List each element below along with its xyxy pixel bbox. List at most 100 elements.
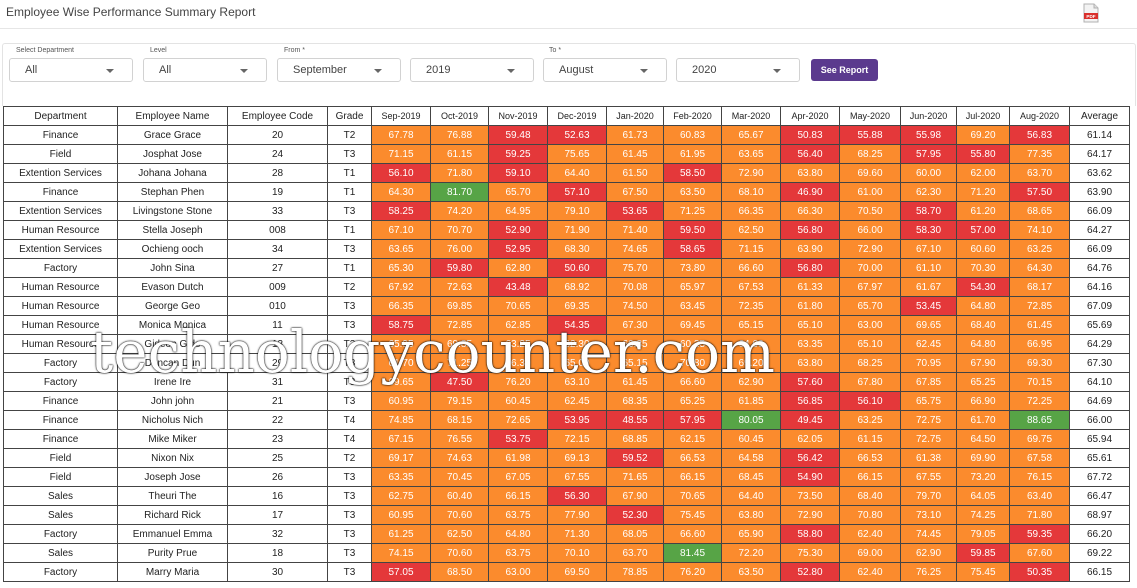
employee-code-cell: 17 [227,505,328,525]
score-cell: 68.65 [1009,201,1070,221]
pdf-export-icon[interactable]: PDF [1083,3,1099,23]
average-cell: 64.69 [1069,391,1130,411]
employee-name-cell: Irene Ire [117,372,228,392]
score-cell: 58.70 [900,201,957,221]
department-cell: Finance [3,429,118,449]
header-month: Mar-2020 [721,106,781,126]
employee-code-cell: 33 [227,201,328,221]
department-select[interactable]: All [9,58,133,82]
score-cell: 61.33 [780,277,840,297]
employee-name-cell: Emmanuel Emma [117,524,228,544]
employee-code-cell: 24 [227,144,328,164]
chevron-down-icon [773,69,781,73]
table-row: Factory Emmanuel Emma 32 T3 61.25 62.50 64.80 7… [3,524,1130,544]
grade-cell: T1 [327,258,372,278]
score-cell: 54.30 [956,277,1010,297]
to-year-select[interactable]: 2020 [676,58,800,82]
score-cell: 69.50 [547,562,607,582]
chevron-down-icon [374,69,382,73]
to-year-value: 2020 [692,64,717,76]
score-cell: 57.00 [956,220,1010,240]
from-month-select[interactable]: September [277,58,401,82]
to-month-select[interactable]: August [543,58,667,82]
average-cell: 66.47 [1069,486,1130,506]
table-header-row: Department Employee Name Employee Code G… [3,106,1130,126]
department-cell: Field [3,144,118,164]
score-cell: 64.50 [956,429,1010,449]
score-cell: 70.15 [1009,372,1070,392]
department-cell: Field [3,448,118,468]
score-cell: 60.25 [663,334,722,354]
employee-name-cell: George Geo [117,296,228,316]
score-cell: 65.25 [663,391,722,411]
score-cell: 69.75 [1009,429,1070,449]
score-cell: 79.15 [430,391,489,411]
score-cell: 58.65 [663,239,722,259]
average-cell: 64.76 [1069,258,1130,278]
employee-name-cell: Johana Johana [117,163,228,183]
score-cell: 72.90 [839,239,901,259]
employee-name-cell: Nixon Nix [117,448,228,468]
employee-name-cell: Stephan Phen [117,182,228,202]
score-cell: 59.48 [488,125,548,145]
score-cell: 70.10 [547,543,607,563]
from-year-select[interactable]: 2019 [410,58,534,82]
score-cell: 73.10 [900,505,957,525]
performance-table: Department Employee Name Employee Code G… [3,106,1130,582]
grade-cell: T3 [327,296,372,316]
score-cell: 60.95 [371,391,431,411]
table-row: Factory Marry Maria 30 T3 57.05 68.50 63.00 69.… [3,562,1130,582]
from-month-value: September [293,64,347,76]
score-cell: 67.55 [547,467,607,487]
score-cell: 65.67 [721,125,781,145]
table-row: Human Resource Gideon Gide 13 T3 65.95 69.85 6… [3,334,1130,354]
score-cell: 50.35 [1009,562,1070,582]
chevron-down-icon [240,69,248,73]
score-cell: 61.70 [371,353,431,373]
score-cell: 62.40 [839,562,901,582]
score-cell: 61.45 [606,372,664,392]
chevron-down-icon [507,69,515,73]
score-cell: 66.60 [721,258,781,278]
filter-panel [2,43,1136,106]
score-cell: 60.83 [663,125,722,145]
see-report-button[interactable]: See Report [811,59,878,81]
score-cell: 56.83 [1009,125,1070,145]
score-cell: 69.60 [839,163,901,183]
score-cell: 65.30 [371,258,431,278]
score-cell: 60.40 [430,486,489,506]
score-cell: 62.50 [721,220,781,240]
header-month: Jun-2020 [900,106,957,126]
score-cell: 56.10 [839,391,901,411]
score-cell: 58.30 [900,220,957,240]
score-cell: 61.38 [900,448,957,468]
score-cell: 67.55 [900,467,957,487]
score-cell: 59.10 [488,163,548,183]
score-cell: 54.35 [547,315,607,335]
score-cell: 65.70 [488,182,548,202]
score-cell: 61.85 [721,391,781,411]
score-cell: 67.10 [371,220,431,240]
score-cell: 52.63 [547,125,607,145]
score-cell: 66.53 [663,448,722,468]
table-row: Field Joseph Jose 26 T3 63.35 70.45 67.05 67.55… [3,467,1130,487]
header-month: Oct-2019 [430,106,489,126]
average-cell: 63.62 [1069,163,1130,183]
score-cell: 72.15 [547,429,607,449]
score-cell: 63.35 [780,334,840,354]
from-year-value: 2019 [426,64,451,76]
level-select[interactable]: All [143,58,267,82]
score-cell: 67.97 [839,277,901,297]
score-cell: 64.80 [956,334,1010,354]
department-cell: Factory [3,524,118,544]
score-cell: 67.50 [606,182,664,202]
from-label: From * [284,47,305,54]
employee-name-cell: Richard Rick [117,505,228,525]
score-cell: 70.00 [839,258,901,278]
score-cell: 59.35 [1009,524,1070,544]
score-cell: 62.90 [721,372,781,392]
average-cell: 66.09 [1069,201,1130,221]
score-cell: 65.90 [721,524,781,544]
score-cell: 76.25 [900,562,957,582]
score-cell: 66.00 [839,220,901,240]
